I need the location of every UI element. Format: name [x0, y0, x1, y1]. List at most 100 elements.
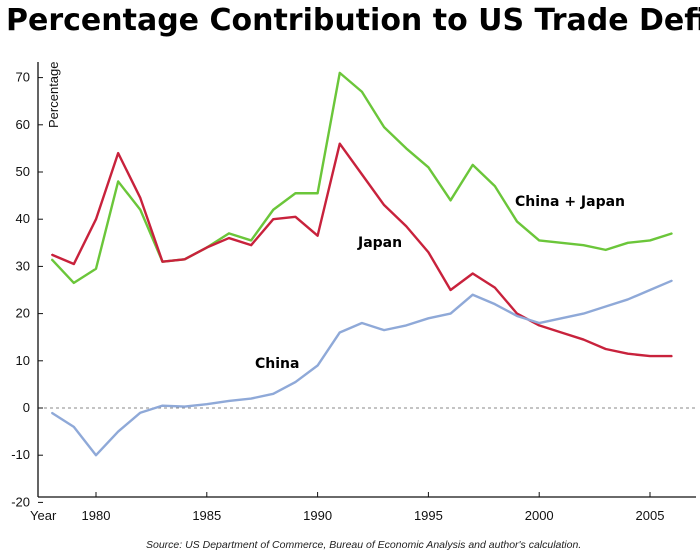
data-point-japan — [161, 261, 164, 263]
data-point-japan — [139, 197, 141, 199]
data-point-china — [339, 331, 341, 334]
label-japan: Japan — [357, 235, 402, 251]
data-point-china — [206, 403, 208, 405]
data-point-china — [184, 405, 186, 408]
data-point-china-japan — [605, 249, 607, 251]
data-point-china-japan — [139, 209, 141, 211]
data-point-china-japan — [383, 126, 385, 128]
data-point-japan — [51, 254, 53, 256]
axes — [37, 62, 696, 498]
data-point-china — [51, 412, 53, 414]
data-point-japan — [605, 348, 607, 350]
y-tick-label: 0 — [23, 400, 30, 415]
x-axis-label: Year — [30, 508, 57, 523]
data-point-japan — [250, 244, 252, 246]
data-point-japan — [516, 313, 518, 315]
data-point-china — [605, 305, 607, 308]
data-point-china-japan — [405, 147, 407, 149]
data-point-china — [494, 303, 496, 305]
data-point-japan — [649, 355, 651, 357]
y-tick-label: 10 — [16, 353, 30, 368]
data-point-china — [427, 317, 429, 319]
y-tick-label: 40 — [16, 211, 30, 226]
data-point-china-japan — [272, 209, 274, 211]
data-point-china-japan — [627, 242, 629, 244]
label-china-japan: China + Japan — [515, 194, 625, 210]
x-ticks: 1980 1985 1990 1995 2000 2005 — [82, 492, 665, 523]
data-point-china-japan — [494, 185, 496, 187]
label-china: China — [255, 356, 299, 372]
data-point-china-japan — [95, 268, 97, 270]
data-point-china-japan — [339, 72, 341, 74]
data-point-japan — [206, 246, 208, 249]
data-point-china — [73, 426, 75, 428]
data-point-japan — [449, 289, 452, 291]
data-point-japan — [228, 237, 230, 239]
y-ticks: 70 60 50 40 30 20 10 0 -10 -20 — [11, 70, 43, 509]
data-point-china — [272, 393, 274, 395]
data-point-china — [250, 397, 252, 400]
data-point-china-japan — [294, 192, 297, 194]
data-point-japan — [361, 173, 363, 175]
data-point-china — [361, 322, 363, 324]
data-point-china — [228, 400, 230, 402]
data-point-japan — [538, 324, 540, 326]
data-point-china — [449, 313, 452, 315]
data-point-china-japan — [73, 282, 75, 284]
x-tick-label: 1990 — [303, 508, 332, 523]
data-point-china — [161, 405, 164, 407]
y-axis-label: Percentage — [46, 62, 61, 129]
y-tick-label: 60 — [16, 117, 30, 132]
y-tick-label: 50 — [16, 164, 30, 179]
data-point-japan — [294, 216, 297, 218]
data-point-china-japan — [649, 239, 651, 242]
data-point-japan — [560, 331, 562, 334]
data-point-china — [317, 364, 319, 367]
data-point-china — [117, 431, 119, 433]
y-tick-label: 70 — [16, 70, 30, 85]
x-tick-label: 1980 — [82, 508, 111, 523]
data-point-china-japan — [560, 242, 562, 244]
data-point-japan — [95, 218, 97, 220]
series-line-china-japan — [50, 71, 673, 285]
data-point-japan — [472, 272, 474, 275]
x-tick-label: 1995 — [414, 508, 443, 523]
data-point-japan — [184, 258, 186, 260]
x-tick-label: 2000 — [525, 508, 554, 523]
data-point-china-japan — [250, 239, 252, 242]
data-point-china — [405, 324, 407, 326]
series-lines — [50, 71, 673, 457]
x-tick-label: 1985 — [192, 508, 221, 523]
data-point-japan — [317, 235, 319, 237]
data-point-japan — [405, 225, 407, 227]
data-point-japan — [427, 251, 429, 253]
data-point-china — [294, 381, 297, 383]
data-point-china-japan — [427, 166, 429, 168]
data-point-china — [472, 294, 474, 296]
data-point-china-japan — [671, 232, 673, 234]
y-tick-label: -20 — [11, 494, 30, 509]
data-point-china-japan — [582, 244, 585, 246]
source-note: Source: US Department of Commerce, Burea… — [146, 539, 581, 551]
data-point-china — [516, 315, 518, 317]
data-point-china-japan — [472, 164, 474, 166]
data-point-china — [560, 317, 562, 319]
series-line-china — [51, 279, 673, 457]
y-tick-label: -10 — [11, 447, 30, 462]
data-point-china-japan — [538, 239, 540, 242]
data-point-japan — [582, 338, 585, 341]
data-point-china-japan — [317, 192, 319, 194]
data-point-china-japan — [117, 180, 119, 183]
data-point-china — [627, 298, 629, 301]
data-point-china — [383, 329, 385, 331]
data-point-china — [139, 412, 141, 414]
data-point-china — [538, 322, 540, 324]
data-point-china — [95, 454, 97, 456]
x-tick-label: 2005 — [636, 508, 665, 523]
data-point-china-japan — [516, 220, 518, 223]
y-tick-label: 30 — [16, 258, 30, 273]
data-point-china-japan — [361, 91, 363, 93]
data-point-china-japan — [51, 258, 53, 260]
chart-title: Percentage Contribution to US Trade Defi… — [6, 3, 700, 38]
